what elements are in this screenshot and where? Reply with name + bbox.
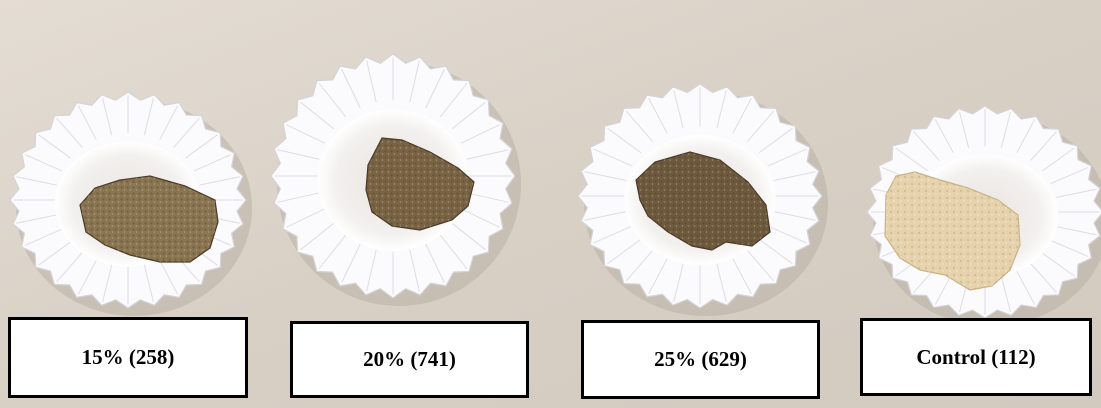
crumb-texture xyxy=(885,172,1020,290)
liner-pleat xyxy=(767,225,807,244)
liner-pleat xyxy=(584,211,627,221)
liner-pleat xyxy=(1016,119,1036,154)
liner-pleat xyxy=(758,238,793,265)
liner-pleat xyxy=(746,110,775,143)
cake-sample xyxy=(884,171,1021,291)
liner-pleat xyxy=(460,124,500,144)
liner-pleat xyxy=(38,241,72,266)
liner-pleat xyxy=(366,60,377,103)
liner-pleat xyxy=(102,97,113,135)
liner-pleat xyxy=(451,222,486,251)
liner-pleat xyxy=(732,97,752,134)
liner-pleat xyxy=(593,148,633,167)
liner-pleat xyxy=(773,211,816,221)
liner-pleat xyxy=(625,249,654,282)
cake-sample xyxy=(79,175,219,263)
liner-pleat xyxy=(746,249,775,282)
liner-pleat xyxy=(318,234,347,269)
liner-pleat xyxy=(648,97,668,134)
liner-pleat xyxy=(625,110,654,143)
liner-pleat xyxy=(56,117,83,148)
liner-pleat xyxy=(159,260,179,295)
liner-pleat xyxy=(460,208,500,228)
liner-pleat xyxy=(38,134,72,159)
liner-pleat xyxy=(318,83,347,118)
liner-pleat xyxy=(1050,240,1089,258)
liner-pleat xyxy=(1030,131,1057,161)
liner-pleat xyxy=(24,228,63,246)
liner-pleat xyxy=(607,127,642,154)
liner-pleat xyxy=(300,101,335,130)
liner-pleat xyxy=(1030,263,1057,293)
liner-pleat xyxy=(1041,252,1075,277)
liner-pleat xyxy=(143,265,154,303)
liner-pleat xyxy=(758,127,793,154)
liner-pleat xyxy=(16,214,57,224)
liner-pleat xyxy=(1056,188,1097,198)
liner-pleat xyxy=(24,154,63,172)
liner-pleat xyxy=(102,265,113,303)
liner-pleat xyxy=(77,260,97,295)
liner-pleat xyxy=(193,154,232,172)
liner-pleat xyxy=(199,176,240,186)
liner-pleat xyxy=(716,263,727,303)
liner-pleat xyxy=(286,208,326,228)
liner-pleat xyxy=(77,105,97,140)
liner-pleat xyxy=(277,192,320,203)
liner-pleat xyxy=(439,234,468,269)
sample-label-15-percent: 15% (258) xyxy=(8,317,248,398)
liner-pleat xyxy=(341,243,361,283)
liner-pleat xyxy=(1041,147,1075,172)
liner-pleat xyxy=(173,117,200,148)
liner-pleat xyxy=(895,147,929,172)
liner-pleat xyxy=(1000,111,1011,149)
crumb-texture xyxy=(80,176,218,262)
liner-pleat xyxy=(277,149,320,160)
liner-pleat xyxy=(451,101,486,130)
liner-pleat xyxy=(56,252,83,283)
liner-pleat xyxy=(439,83,468,118)
liner-pleat xyxy=(959,111,970,149)
cake-sample xyxy=(635,151,771,251)
cake-sample xyxy=(365,137,475,231)
liner-pleat xyxy=(767,148,807,167)
liner-pleat xyxy=(607,238,642,265)
liner-pleat xyxy=(143,97,154,135)
liner-pleat xyxy=(584,171,627,181)
liner-pleat xyxy=(1000,275,1011,313)
cake-samples xyxy=(79,137,1021,291)
liner-pleat xyxy=(673,263,684,303)
liner-pleat xyxy=(409,60,420,103)
liner-pleat xyxy=(425,69,445,109)
liner-pleat xyxy=(341,69,361,109)
liner-pleat xyxy=(184,134,218,159)
liner-pleat xyxy=(593,225,633,244)
liner-pleat xyxy=(1050,166,1089,184)
liner-pleat xyxy=(425,243,445,283)
liner-pleat xyxy=(286,124,326,144)
liner-pleat xyxy=(913,131,940,161)
liner-pleat xyxy=(716,89,727,129)
liner-pleat xyxy=(673,89,684,129)
liner-pleat xyxy=(366,249,377,292)
liner-pleat xyxy=(409,249,420,292)
liner-pleat xyxy=(159,105,179,140)
liner-pleat xyxy=(1016,270,1036,305)
liner-pleat xyxy=(1056,226,1097,236)
sample-label-20-percent: 20% (741) xyxy=(290,321,529,398)
liner-pleat xyxy=(732,258,752,295)
sample-label-25-percent: 25% (629) xyxy=(581,320,820,399)
crumb-texture xyxy=(366,138,474,230)
liner-pleat xyxy=(466,192,509,203)
liner-pleat xyxy=(300,222,335,251)
liner-pleat xyxy=(16,176,57,186)
liner-pleat xyxy=(648,258,668,295)
liner-pleat xyxy=(466,149,509,160)
crumb-texture xyxy=(636,152,770,250)
liner-pleat xyxy=(934,119,954,154)
liner-pleat xyxy=(773,171,816,181)
sample-label-control: Control (112) xyxy=(860,318,1092,396)
